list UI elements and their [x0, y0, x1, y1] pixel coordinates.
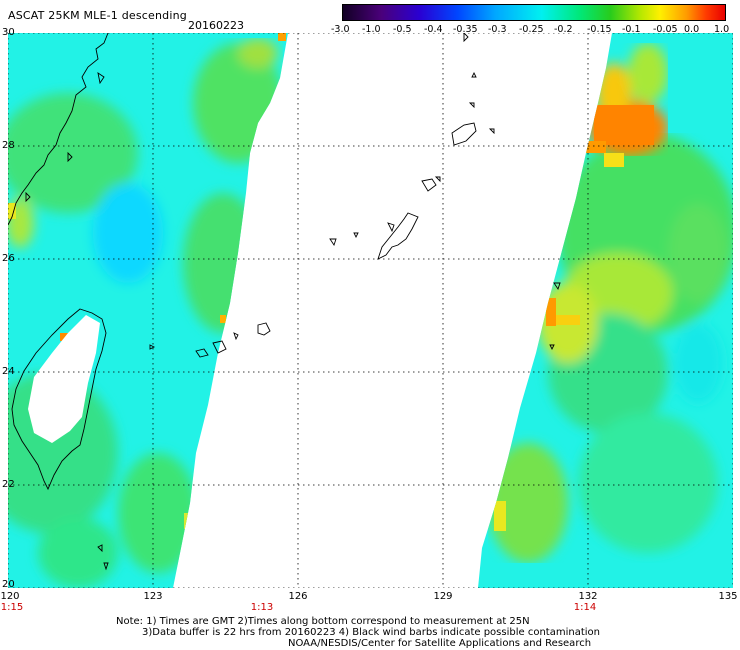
- lon-label: 126: [288, 591, 308, 602]
- amami-coastline: [451, 122, 477, 146]
- colorbar-gradient: [343, 5, 725, 20]
- colorbar-label: 0.0: [684, 24, 700, 35]
- note-line-2: 3)Data buffer is 22 hrs from 20160223 4)…: [142, 627, 600, 638]
- colorbar-label: -0.3: [488, 24, 507, 35]
- colorbar-label: -3.0: [331, 24, 350, 35]
- note-line-3: NOAA/NESDIS/Center for Satellite Applica…: [288, 638, 592, 649]
- lat-label: 24: [2, 366, 15, 377]
- colorbar-label: -0.15: [587, 24, 612, 35]
- lon-label: 120: [0, 591, 20, 602]
- map-date: 20160223: [188, 19, 244, 32]
- lon-label: 132: [578, 591, 598, 602]
- lat-lon-grid: [8, 33, 733, 588]
- lat-label: 28: [2, 140, 15, 151]
- colorbar: [342, 4, 726, 21]
- coastlines: [8, 33, 561, 571]
- colorbar-label: -0.5: [393, 24, 412, 35]
- colorbar-label: -0.05: [653, 24, 678, 35]
- time-label: 1:13: [250, 602, 274, 613]
- lon-label: 123: [143, 591, 163, 602]
- lat-label: 22: [2, 479, 15, 490]
- okinawa-coastline: [377, 212, 419, 260]
- colorbar-label: -0.35: [453, 24, 478, 35]
- lat-label: 30: [2, 27, 15, 38]
- taiwan-coastline: [11, 308, 107, 491]
- map-canvas: [8, 33, 733, 588]
- right-swath: [478, 33, 733, 588]
- colorbar-label: -1.0: [362, 24, 381, 35]
- colorbar-label: -0.2: [554, 24, 573, 35]
- colorbar-label: -0.4: [424, 24, 443, 35]
- colorbar-label: -0.1: [622, 24, 641, 35]
- lon-label: 135: [718, 591, 738, 602]
- left-swath: [8, 33, 288, 588]
- colorbar-labels: -3.0 -1.0 -0.5 -0.4 -0.35 -0.3 -0.25 -0.…: [331, 24, 740, 36]
- land-void: [28, 315, 100, 443]
- time-label: 1:14: [573, 602, 597, 613]
- colorbar-label: 1.0: [714, 24, 730, 35]
- lat-label: 20: [2, 579, 15, 590]
- colorbar-label: -0.25: [519, 24, 544, 35]
- lon-label: 129: [433, 591, 453, 602]
- lat-label: 26: [2, 253, 15, 264]
- china-coastline: [8, 33, 109, 226]
- map-title: ASCAT 25KM MLE-1 descending: [8, 9, 187, 22]
- note-line-1: Note: 1) Times are GMT 2)Times along bot…: [116, 616, 530, 627]
- time-label: 1:15: [0, 602, 24, 613]
